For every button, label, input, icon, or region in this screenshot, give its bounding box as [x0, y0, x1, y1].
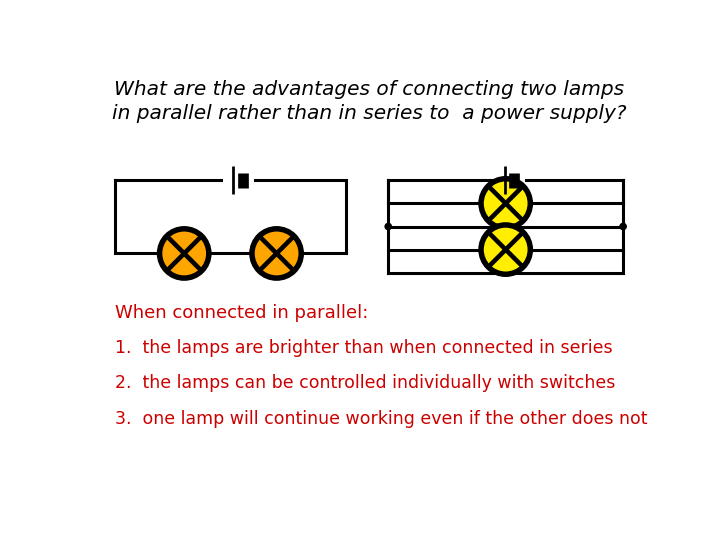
Text: When connected in parallel:: When connected in parallel: [115, 303, 368, 321]
Text: 2.  the lamps can be controlled individually with switches: 2. the lamps can be controlled individua… [115, 374, 616, 393]
Text: What are the advantages of connecting two lamps
in parallel rather than in serie: What are the advantages of connecting tw… [112, 80, 626, 124]
Circle shape [481, 179, 531, 228]
Circle shape [252, 229, 301, 278]
Text: 1.  the lamps are brighter than when connected in series: 1. the lamps are brighter than when conn… [115, 339, 613, 357]
Circle shape [160, 229, 209, 278]
Circle shape [619, 222, 627, 231]
Text: 3.  one lamp will continue working even if the other does not: 3. one lamp will continue working even i… [115, 410, 647, 428]
Circle shape [384, 222, 392, 231]
Circle shape [481, 225, 531, 274]
